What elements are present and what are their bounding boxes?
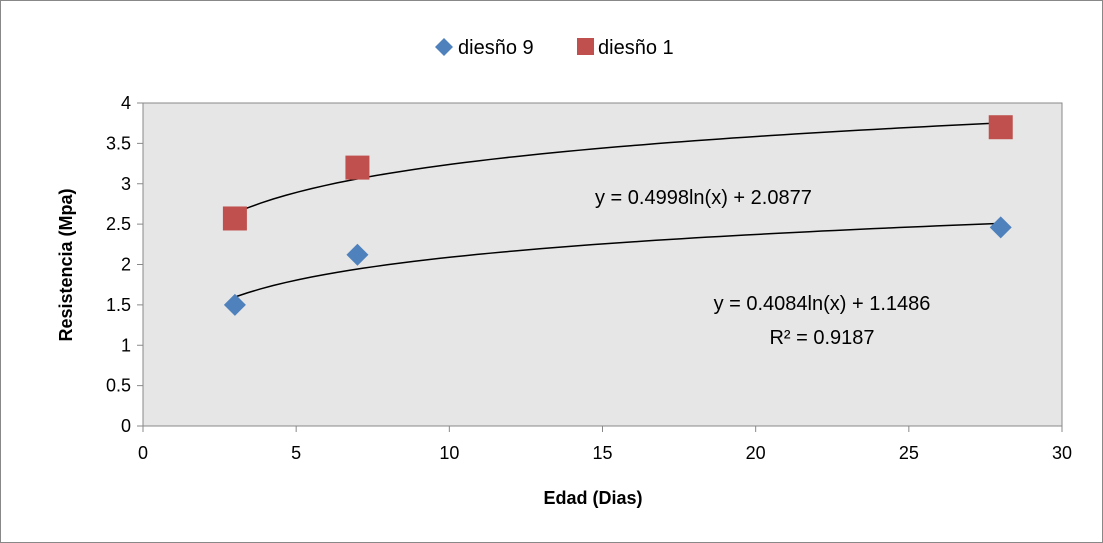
y-axis-title: Resistencia (Mpa) (56, 188, 76, 341)
y-tick-label: 3.5 (106, 133, 131, 153)
x-tick-label: 25 (899, 443, 919, 463)
legend: diesño 9 diesño 1 (435, 37, 674, 59)
trendline-r-squared-series-1: R² = 0.9187 (769, 327, 874, 349)
data-point-series-1 (346, 243, 369, 266)
data-point-series-1 (223, 293, 246, 316)
y-tick-label: 0 (121, 416, 131, 436)
x-tick-label: 20 (746, 443, 766, 463)
y-tick-label: 3 (121, 174, 131, 194)
x-tick-label: 5 (291, 443, 301, 463)
y-tick-label: 1.5 (106, 295, 131, 315)
x-axis-title: Edad (Dias) (543, 488, 642, 508)
data-point-series-1 (989, 216, 1012, 239)
data-point-series-2 (988, 115, 1013, 140)
legend-label-series-2: diesño 1 (598, 37, 674, 59)
y-tick-label: 0.5 (106, 376, 131, 396)
y-axis-ticks: 0 0.5 1 1.5 2 2.5 3 3.5 4 (106, 93, 143, 436)
y-tick-label: 4 (121, 93, 131, 113)
y-tick-label: 1 (121, 335, 131, 355)
x-tick-label: 10 (439, 443, 459, 463)
x-axis-ticks: 0 5 10 15 20 25 30 (138, 426, 1072, 463)
trendline-series-1 (234, 222, 1001, 298)
trendline-equation-series-1: y = 0.4084ln(x) + 1.1486 (714, 293, 931, 315)
data-point-series-2 (222, 206, 247, 231)
trendline-equation-series-2: y = 0.4998ln(x) + 2.0877 (595, 187, 812, 209)
y-tick-label: 2.5 (106, 214, 131, 234)
legend-label-series-1: diesño 9 (458, 37, 534, 59)
data-point-series-2 (345, 155, 370, 180)
legend-marker-diamond (435, 38, 453, 56)
plot-area (142, 102, 1063, 427)
y-tick-label: 2 (121, 255, 131, 275)
x-tick-label: 15 (592, 443, 612, 463)
data-points (222, 115, 1013, 316)
legend-marker-square (577, 38, 594, 55)
x-tick-label: 0 (138, 443, 148, 463)
x-tick-label: 30 (1052, 443, 1072, 463)
